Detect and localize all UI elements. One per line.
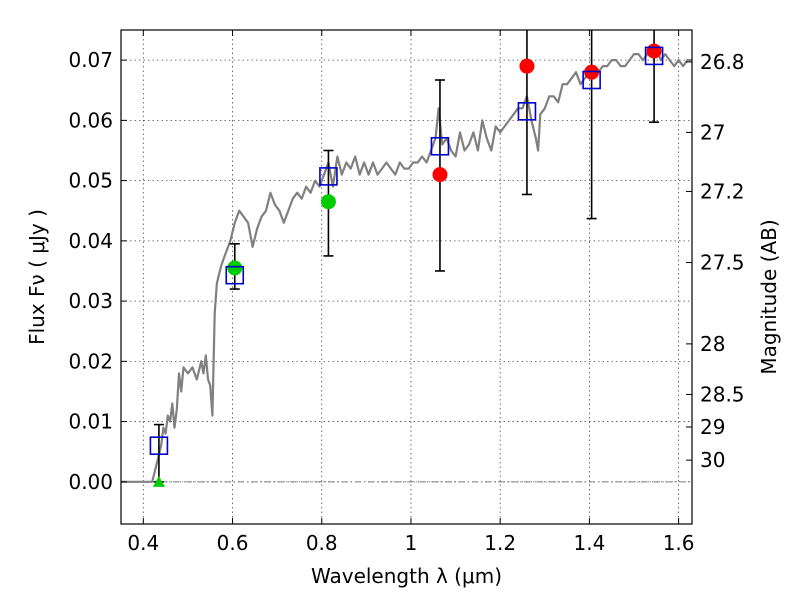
x-tick-label: 1.2 (484, 531, 516, 555)
right-tick-label: 28.5 (700, 382, 745, 406)
grid-lines (121, 30, 692, 524)
y-tick-label: 0.06 (68, 108, 113, 132)
green-triangle-marker (152, 475, 165, 487)
y-tick-label: 0.00 (68, 470, 113, 494)
spectrum-line (121, 46, 692, 483)
axis-ticks: 0.4 0.6 0.8 1 1.2 1.4 1.6 0.00 0.01 0.02 0.03 0.04 0… (68, 30, 745, 555)
y-tick-label: 0.01 (68, 410, 113, 434)
y-tick-label: 0.05 (68, 169, 113, 193)
right-tick-label: 27.5 (700, 251, 745, 275)
x-tick-label: 1.6 (663, 531, 695, 555)
y-tick-label: 0.02 (68, 349, 113, 373)
red-circle-marker (519, 58, 535, 74)
error-bars (153, 30, 660, 483)
y-axis-label: Flux Fν ( μJy ) (25, 209, 49, 345)
red-circle-marker (432, 167, 448, 183)
red-circle-marker (646, 43, 662, 59)
blue-square-marker (582, 70, 601, 90)
x-tick-label: 0.8 (306, 531, 338, 555)
x-tick-label: 1 (405, 531, 418, 555)
x-tick-label: 0.4 (127, 531, 159, 555)
right-tick-label: 27.2 (700, 179, 745, 203)
blue-square-marker (225, 265, 245, 285)
blue-square-marker (319, 167, 338, 186)
x-tick-label: 0.6 (217, 531, 249, 555)
right-tick-label: 30 (700, 448, 725, 472)
right-tick-label: 26.8 (700, 50, 745, 74)
x-axis-label: Wavelength λ (μm) (311, 564, 502, 588)
model-spectrum (121, 46, 692, 483)
right-tick-label: 28 (700, 332, 725, 356)
plot-frame (120, 29, 693, 525)
y-tick-label: 0.07 (68, 48, 113, 72)
green-circle-marker (227, 260, 243, 276)
y-tick-label: 0.03 (68, 289, 113, 313)
x-tick-label: 1.4 (573, 531, 605, 555)
right-tick-label: 27 (700, 120, 725, 144)
green-circle-marker (320, 194, 336, 210)
blue-square-marker (149, 436, 169, 455)
blue-square-marker (644, 46, 664, 66)
right-tick-label: 29 (700, 415, 725, 439)
y-tick-label: 0.04 (68, 229, 113, 253)
data-markers (149, 43, 664, 487)
blue-square-marker (430, 136, 450, 156)
blue-square-marker (517, 102, 537, 121)
y-axis-right-label: Magnitude (AB) (757, 219, 781, 374)
